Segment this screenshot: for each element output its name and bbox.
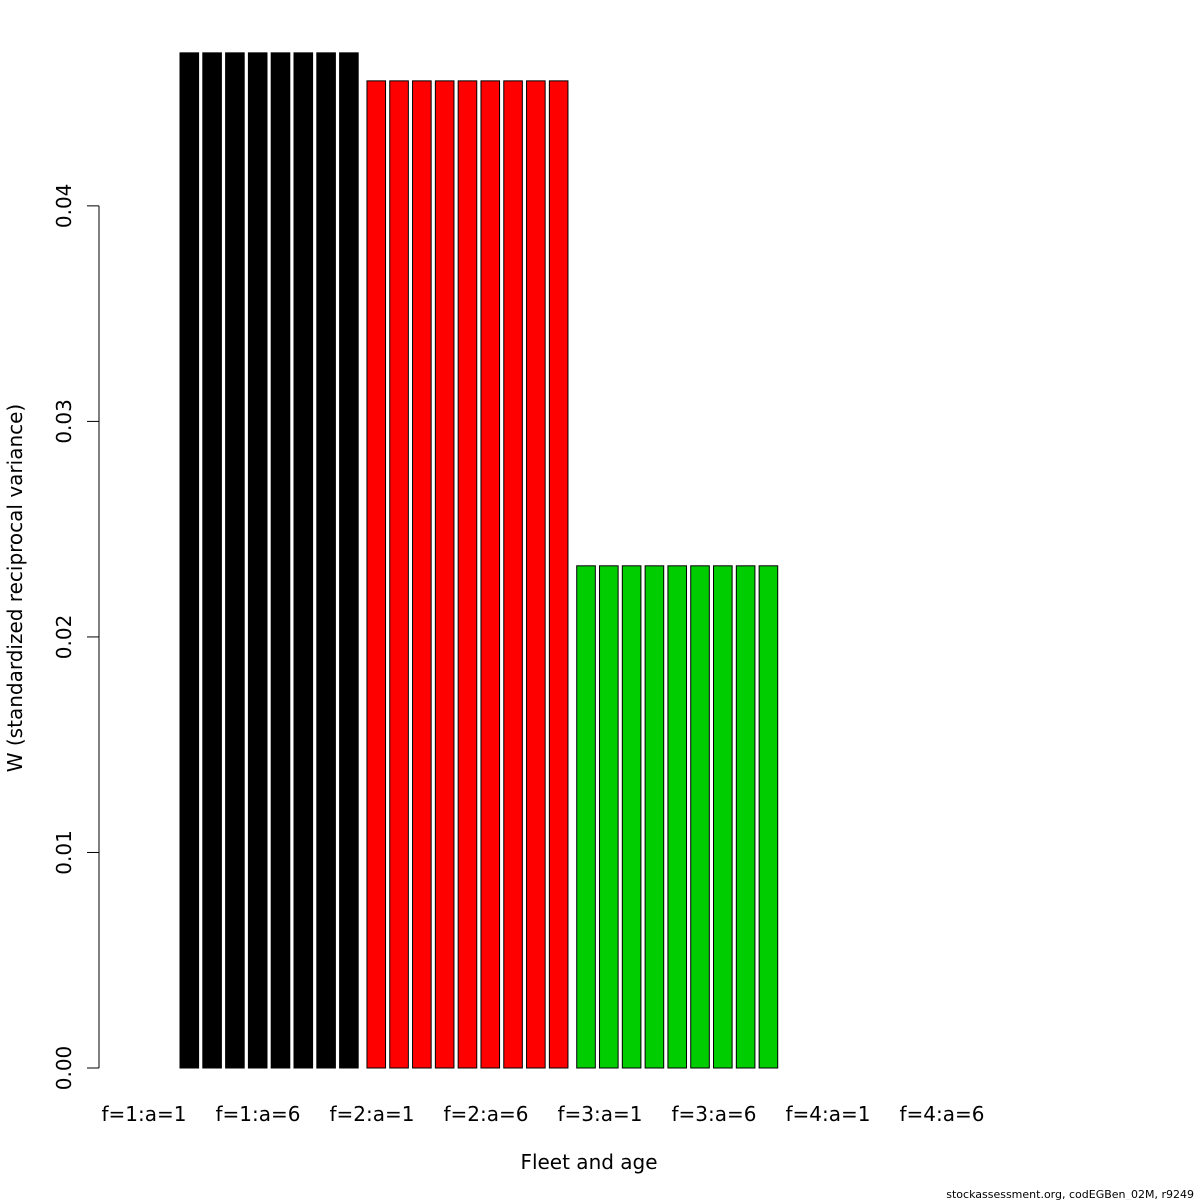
bar xyxy=(503,80,523,1069)
bar xyxy=(339,52,359,1069)
bar xyxy=(389,80,409,1069)
bar xyxy=(548,80,569,1069)
bar xyxy=(644,565,665,1069)
bar xyxy=(457,80,478,1069)
bar xyxy=(526,80,546,1069)
y-tick-label: 0.02 xyxy=(52,615,76,660)
bar xyxy=(316,52,336,1069)
x-tick-labels: f=1:a=1 f=1:a=6 f=2:a=1 f=2:a=6 f=3:a=1 f=3:a… xyxy=(102,1102,985,1126)
bar xyxy=(247,52,268,1069)
bar xyxy=(576,565,596,1069)
x-tick-label: f=2:a=6 xyxy=(444,1102,529,1126)
x-tick-label: f=1:a=6 xyxy=(216,1102,301,1126)
x-tick-label: f=2:a=1 xyxy=(330,1102,415,1126)
y-tick-label: 0.03 xyxy=(52,399,76,444)
x-tick-label: f=3:a=1 xyxy=(558,1102,643,1126)
bar xyxy=(293,52,314,1069)
bar xyxy=(225,52,245,1069)
bar xyxy=(735,565,756,1069)
y-axis-title: W (standardized reciprocal variance) xyxy=(3,404,27,773)
x-axis-title: Fleet and age xyxy=(520,1150,657,1174)
x-tick-label: f=4:a=6 xyxy=(900,1102,985,1126)
bar xyxy=(690,565,710,1069)
y-tick-label: 0.01 xyxy=(52,830,76,875)
bar xyxy=(270,52,291,1069)
bar xyxy=(667,565,688,1069)
bar xyxy=(179,52,200,1069)
bar xyxy=(758,565,779,1069)
x-tick-label: f=4:a=1 xyxy=(786,1102,871,1126)
bar xyxy=(434,80,455,1069)
bar xyxy=(480,80,501,1069)
bar xyxy=(621,565,642,1069)
y-axis: 0.00 0.01 0.02 0.03 0.04 xyxy=(52,184,100,1091)
x-tick-label: f=3:a=6 xyxy=(672,1102,757,1126)
bar xyxy=(366,80,387,1069)
x-tick-label: f=1:a=1 xyxy=(102,1102,187,1126)
y-tick-label: 0.04 xyxy=(52,184,76,229)
bar xyxy=(202,52,222,1069)
bars xyxy=(179,52,779,1069)
bar xyxy=(713,565,733,1069)
bar xyxy=(412,80,432,1069)
bar xyxy=(599,565,619,1069)
y-tick-label: 0.00 xyxy=(52,1046,76,1091)
footer-credit: stockassessment.org, codEGBen_02M, r9249 xyxy=(946,1188,1194,1200)
